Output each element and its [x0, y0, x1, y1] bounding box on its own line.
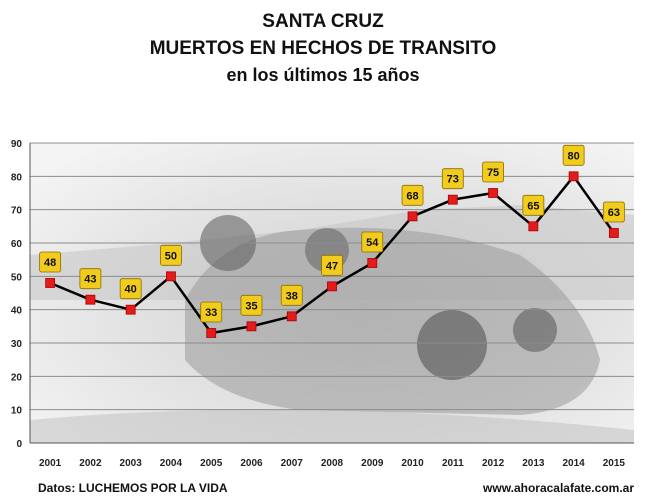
- data-label-box: [240, 294, 263, 316]
- x-tick-label: 2001: [39, 458, 62, 469]
- data-label-box: [280, 284, 303, 306]
- y-tick-label: 90: [11, 139, 23, 150]
- x-tick-label: 2004: [160, 458, 183, 469]
- data-label-box: [39, 251, 62, 273]
- data-point: [246, 321, 257, 332]
- chart-title-line1: SANTA CRUZ: [262, 11, 384, 32]
- y-tick-label: 40: [11, 306, 23, 317]
- x-tick-label: 2009: [361, 458, 384, 469]
- data-label-box: [321, 254, 343, 276]
- data-point: [568, 171, 579, 182]
- x-tick-label: 2003: [120, 458, 143, 469]
- x-tick-label: 2011: [442, 458, 464, 469]
- data-label: 47: [326, 260, 338, 272]
- data-label: 75: [487, 167, 499, 179]
- website-link[interactable]: www.ahoracalafate.com.ar: [483, 481, 634, 495]
- data-point: [488, 188, 498, 198]
- data-label: 63: [608, 207, 620, 219]
- y-tick-label: 60: [11, 239, 23, 250]
- data-label-box: [482, 161, 504, 183]
- data-label: 40: [125, 284, 137, 296]
- ground-shape: [30, 409, 634, 443]
- data-label: 43: [84, 274, 96, 286]
- x-tick-label: 2010: [401, 458, 424, 469]
- y-tick-label: 30: [11, 339, 23, 350]
- data-source: Datos: LUCHEMOS POR LA VIDA: [38, 481, 228, 495]
- wheel-shape: [417, 310, 487, 380]
- data-point: [45, 278, 56, 288]
- data-label: 48: [44, 257, 56, 269]
- data-label-box: [441, 168, 464, 190]
- x-tick-label: 2002: [79, 458, 102, 469]
- data-labels: 48 43 40 50 33 35 38 47 54 68 73 75 65 80 63: [39, 144, 625, 323]
- chart-title-line2: MUERTOS EN HECHOS DE TRANSITO: [149, 38, 497, 59]
- x-axis-ticks: 2001 2002 2003 2004 2005 2006 2007 2008 2009 2010…: [39, 458, 625, 469]
- data-label: 38: [286, 290, 298, 302]
- x-tick-label: 2005: [200, 458, 223, 469]
- data-label-box: [200, 301, 223, 323]
- data-point: [286, 311, 297, 322]
- data-label: 80: [567, 150, 579, 162]
- data-label: 54: [366, 237, 379, 249]
- data-point: [367, 258, 378, 268]
- car-silhouette: [185, 227, 600, 415]
- data-label-box: [79, 268, 102, 290]
- axes: [29, 143, 634, 444]
- data-point: [327, 281, 337, 292]
- y-tick-label: 50: [11, 272, 23, 283]
- data-label: 65: [527, 200, 539, 212]
- data-point: [125, 304, 136, 315]
- wheel-shape: [513, 308, 557, 352]
- x-tick-label: 2012: [482, 458, 505, 469]
- data-point: [608, 228, 619, 238]
- data-point: [85, 294, 96, 305]
- data-label-box: [119, 278, 142, 300]
- data-point: [528, 221, 539, 232]
- y-axis-ticks: 0 10 20 30 40 50 60 70 80 90: [11, 139, 23, 450]
- series-markers: [45, 171, 619, 338]
- x-tick-label: 2008: [321, 458, 344, 469]
- data-point: [166, 271, 176, 282]
- y-tick-label: 10: [11, 406, 23, 417]
- data-label-box: [562, 144, 585, 166]
- y-tick-label: 20: [11, 372, 23, 383]
- chart-subtitle: en los últimos 15 años: [226, 65, 420, 85]
- x-tick-label: 2006: [240, 458, 263, 469]
- x-tick-label: 2014: [562, 458, 585, 469]
- data-label-box: [401, 184, 424, 206]
- data-point: [407, 211, 418, 222]
- y-tick-label: 70: [11, 206, 23, 217]
- y-tick-label: 80: [11, 172, 23, 183]
- data-label-box: [160, 244, 182, 266]
- data-label: 33: [205, 307, 217, 319]
- data-label-box: [522, 194, 545, 216]
- data-label-box: [361, 231, 384, 253]
- chart-title-block: SANTA CRUZ MUERTOS EN HECHOS DE TRANSITO…: [0, 8, 646, 89]
- x-tick-label: 2013: [522, 458, 545, 469]
- x-tick-label: 2007: [281, 458, 304, 469]
- y-tick-label: 0: [16, 439, 22, 450]
- data-point: [447, 194, 458, 205]
- data-label: 68: [406, 190, 418, 202]
- data-label-box: [602, 201, 625, 223]
- data-label: 50: [165, 250, 177, 262]
- data-point: [206, 328, 217, 338]
- data-label: 73: [447, 174, 459, 186]
- x-tick-label: 2015: [603, 458, 626, 469]
- data-label: 35: [245, 300, 257, 312]
